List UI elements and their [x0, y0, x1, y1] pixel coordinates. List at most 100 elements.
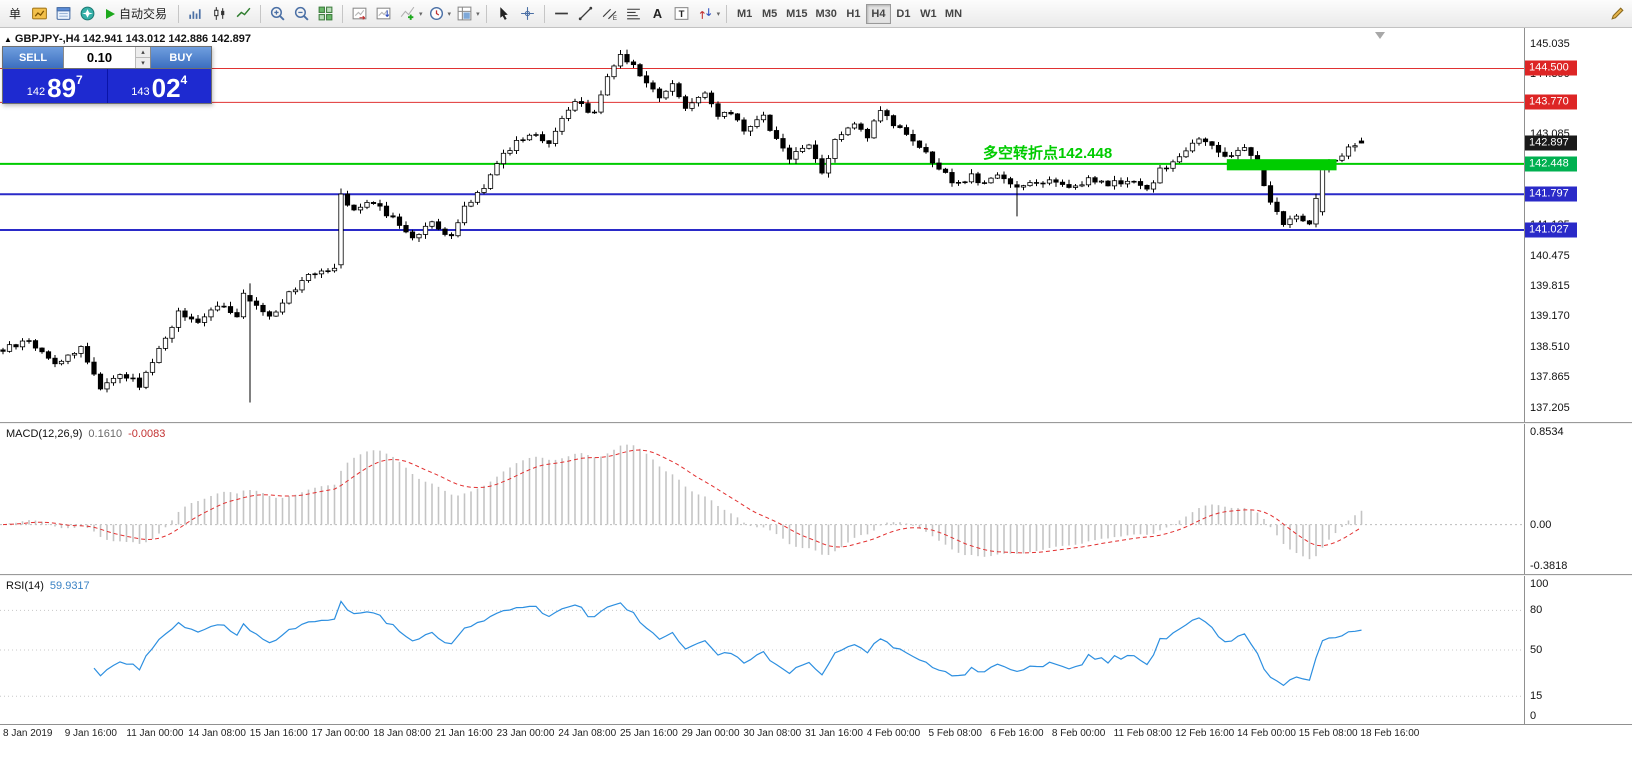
time-axis-label: 29 Jan 00:00	[681, 728, 740, 739]
horizontal-line-icon[interactable]	[550, 3, 573, 25]
rsi-value: 59.9317	[49, 580, 90, 592]
symbol-info: ▲ GBPJPY-,H4 142.941 143.012 142.886 142.…	[4, 33, 251, 45]
macd-plot[interactable]: MACD(12,26,9) 0.1610 -0.0083	[0, 424, 1525, 574]
timeframe-m30-button[interactable]: M30	[812, 4, 841, 24]
zoom-in-icon[interactable]	[266, 3, 289, 25]
new-order-button[interactable]: 单	[3, 3, 27, 25]
equidistant-channel-icon[interactable]: E	[598, 3, 621, 25]
price-axis-tick: 137.205	[1530, 401, 1570, 414]
price-chart-plot[interactable]: ▲ GBPJPY-,H4 142.941 143.012 142.886 142.…	[0, 28, 1525, 422]
time-axis-label: 12 Feb 16:00	[1175, 728, 1235, 739]
data-window-icon[interactable]	[52, 3, 75, 25]
candlestick-canvas[interactable]	[0, 28, 1524, 422]
rsi-plot[interactable]: RSI(14) 59.9317	[0, 576, 1525, 724]
chart-shift-marker[interactable]	[1374, 32, 1385, 39]
macd-name: MACD(12,26,9)	[6, 428, 83, 440]
price-level-label: 141.797	[1525, 186, 1577, 202]
one-click-trading-panel: SELL 0.10 ▴ ▾ BUY 142 89 7 143 02 4	[2, 46, 212, 104]
time-axis-label: 18 Jan 08:00	[373, 728, 432, 739]
volume-box: 0.10 ▴ ▾	[63, 47, 151, 68]
rsi-axis-tick: 15	[1530, 690, 1543, 703]
pencil-icon[interactable]	[1606, 3, 1629, 25]
tile-windows-icon[interactable]	[314, 3, 337, 25]
time-axis-label: 15 Jan 16:00	[249, 728, 308, 739]
time-axis[interactable]: 8 Jan 2019 9 Jan 16:00 11 Jan 00:00 14 Jan …	[0, 724, 1632, 742]
timeframe-m15-button[interactable]: M15	[782, 4, 811, 24]
periods-dropdown-icon[interactable]: ▾	[447, 10, 452, 18]
time-axis-label: 30 Jan 08:00	[743, 728, 802, 739]
symbol-ohlc-text: GBPJPY-,H4 142.941 143.012 142.886 142.8…	[14, 33, 251, 45]
macd-axis[interactable]: 0.8534 0.00 -0.3818	[1525, 424, 1632, 574]
toolbar-separator	[726, 4, 728, 23]
price-axis-tick: 137.865	[1530, 371, 1570, 384]
candlestick-chart-icon[interactable]	[208, 3, 231, 25]
rsi-canvas[interactable]	[0, 576, 1524, 724]
trade-buttons-row: SELL 0.10 ▴ ▾ BUY	[3, 47, 211, 69]
macd-panel: MACD(12,26,9) 0.1610 -0.0083 0.8534 0.00 -0.…	[0, 424, 1632, 574]
volume-input[interactable]: 0.10	[86, 50, 113, 65]
timeframe-mn-button[interactable]: MN	[941, 4, 966, 24]
trendline-icon[interactable]	[574, 3, 597, 25]
indicators-icon[interactable]	[396, 3, 419, 25]
bid-price[interactable]: 142 89 7	[3, 69, 107, 103]
time-axis-label: 15 Feb 08:00	[1298, 728, 1358, 739]
play-icon	[106, 8, 116, 19]
time-axis-label: 14 Jan 08:00	[188, 728, 246, 739]
cursor-icon[interactable]	[492, 3, 515, 25]
time-axis-label: 4 Feb 00:00	[866, 728, 921, 739]
macd-canvas[interactable]	[0, 424, 1524, 574]
indicators-dropdown-icon[interactable]: ▾	[419, 10, 423, 18]
panel-separator[interactable]	[0, 422, 1632, 424]
fibonacci-icon[interactable]	[622, 3, 645, 25]
volume-up-icon[interactable]: ▴	[136, 47, 150, 58]
templates-icon[interactable]	[453, 3, 476, 25]
time-axis-label: 31 Jan 16:00	[805, 728, 863, 739]
price-axis-tick: 140.475	[1530, 249, 1570, 262]
navigator-icon[interactable]	[76, 3, 99, 25]
timeframe-m5-button[interactable]: M5	[757, 4, 782, 24]
crosshair-icon[interactable]	[516, 3, 539, 25]
time-axis-label: 17 Jan 00:00	[311, 728, 370, 739]
sell-button[interactable]: SELL	[3, 47, 63, 68]
volume-down-icon[interactable]: ▾	[136, 58, 150, 68]
buy-button[interactable]: BUY	[151, 47, 211, 68]
text-label-tool-icon[interactable]: T	[670, 3, 693, 25]
text-tool-icon[interactable]: A	[646, 3, 669, 25]
timeframe-h1-button[interactable]: H1	[841, 4, 866, 24]
scroll-to-end-icon[interactable]	[348, 3, 371, 25]
macd-signal-value: -0.0083	[128, 428, 166, 440]
symbol-marker-icon: ▲	[4, 35, 12, 44]
main-toolbar: 单 自动交易 ▾ ▾ ▾ E A T ▾ M1 M5 M15 M30 H1 H4 D1 W1 M…	[0, 0, 1632, 28]
arrows-dropdown-icon[interactable]: ▾	[716, 10, 721, 18]
price-axis-tick: 145.035	[1530, 37, 1570, 50]
price-level-label: 142.448	[1525, 156, 1577, 172]
toolbar-separator	[260, 4, 262, 23]
price-axis[interactable]: 145.035144.390143.745143.085142.440141.7…	[1525, 28, 1632, 422]
bar-chart-icon[interactable]	[184, 3, 207, 25]
zoom-out-icon[interactable]	[290, 3, 313, 25]
timeframe-w1-button[interactable]: W1	[916, 4, 941, 24]
templates-dropdown-icon[interactable]: ▾	[476, 10, 480, 18]
time-axis-label: 8 Jan 2019	[3, 728, 53, 739]
macd-axis-tick: 0.8534	[1530, 426, 1564, 438]
panel-separator[interactable]	[0, 574, 1632, 576]
price-axis-tick: 139.815	[1530, 280, 1570, 293]
rsi-axis[interactable]: 100 80 50 15 0	[1525, 576, 1632, 724]
time-axis-label: 23 Jan 00:00	[496, 728, 555, 739]
svg-text:E: E	[612, 15, 616, 22]
rsi-axis-tick: 0	[1530, 710, 1537, 722]
market-watch-icon[interactable]	[28, 3, 51, 25]
timeframe-m1-button[interactable]: M1	[732, 4, 757, 24]
autotrade-label: 自动交易	[119, 7, 168, 21]
time-axis-label: 18 Feb 16:00	[1360, 728, 1420, 739]
ask-price[interactable]: 143 02 4	[107, 69, 211, 103]
autotrade-button[interactable]: 自动交易	[100, 3, 173, 25]
line-chart-icon[interactable]	[232, 3, 255, 25]
periods-icon[interactable]	[425, 3, 448, 25]
timeframe-d1-button[interactable]: D1	[891, 4, 916, 24]
time-axis-label: 11 Feb 08:00	[1113, 728, 1172, 739]
timeframe-h4-button[interactable]: H4	[865, 3, 891, 24]
arrows-tool-icon[interactable]	[694, 3, 717, 25]
new-order-label: 单	[9, 7, 22, 21]
chart-shift-toggle-icon[interactable]	[372, 3, 395, 25]
